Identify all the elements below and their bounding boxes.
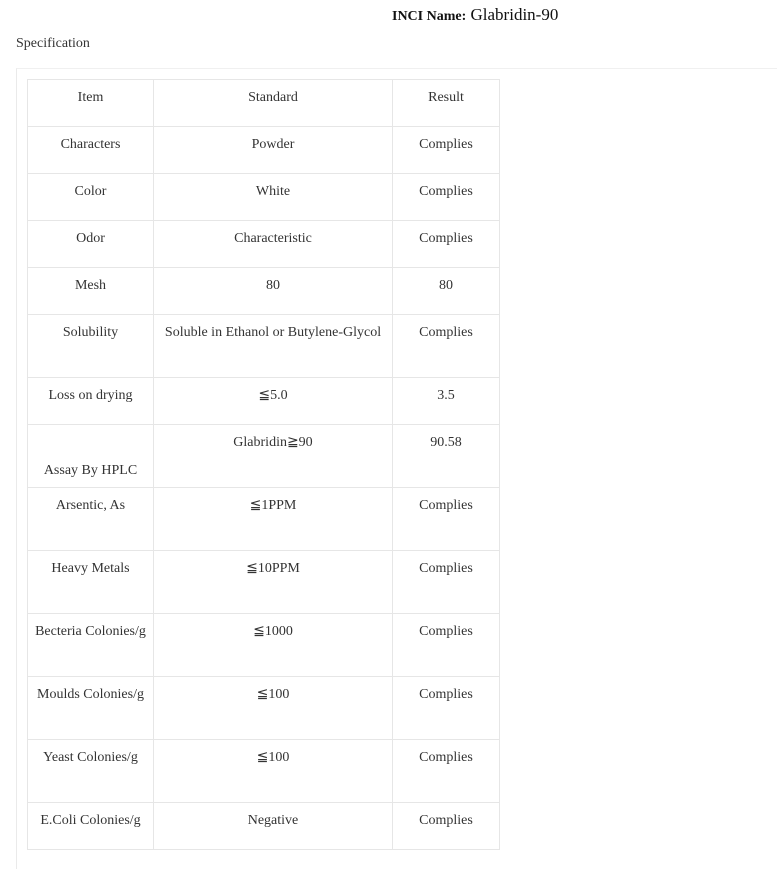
cell-result: Complies <box>392 739 500 803</box>
cell-item: Color <box>27 173 154 221</box>
table-row: E.Coli Colonies/g Negative Complies <box>27 802 500 850</box>
table-row: Moulds Colonies/g ≦100 Complies <box>27 676 500 740</box>
inci-name: INCI Name: Glabridin-90 <box>392 5 558 25</box>
cell-item: Odor <box>27 220 154 268</box>
cell-standard: ≦1000 <box>153 613 393 677</box>
inci-name-value: Glabridin-90 <box>470 5 559 24</box>
cell-standard: ≦10PPM <box>153 550 393 614</box>
cell-standard: Powder <box>153 126 393 174</box>
cell-standard: ≦100 <box>153 739 393 803</box>
cell-standard: Characteristic <box>153 220 393 268</box>
table-row: Odor Characteristic Complies <box>27 220 500 268</box>
cell-item: Characters <box>27 126 154 174</box>
column-header-standard: Standard <box>153 79 393 127</box>
cell-result: Complies <box>392 802 500 850</box>
cell-result: Complies <box>392 126 500 174</box>
table-header-row: Item Standard Result <box>27 79 500 127</box>
cell-standard: ≦5.0 <box>153 377 393 425</box>
cell-result: 90.58 <box>392 424 500 488</box>
column-header-result: Result <box>392 79 500 127</box>
cell-result: Complies <box>392 220 500 268</box>
cell-standard: Glabridin≧90 <box>153 424 393 488</box>
table-container <box>16 68 777 869</box>
cell-item: Becteria Colonies/g <box>27 613 154 677</box>
table-row: Characters Powder Complies <box>27 126 500 174</box>
table-row: Becteria Colonies/g ≦1000 Complies <box>27 613 500 677</box>
table-row: Color White Complies <box>27 173 500 221</box>
cell-item: Assay By HPLC <box>27 424 154 488</box>
table-row: Heavy Metals ≦10PPM Complies <box>27 550 500 614</box>
inci-name-label: INCI Name: <box>392 9 467 24</box>
cell-item: Heavy Metals <box>27 550 154 614</box>
cell-item: Moulds Colonies/g <box>27 676 154 740</box>
cell-result: Complies <box>392 550 500 614</box>
table-row: Arsentic, As ≦1PPM Complies <box>27 487 500 551</box>
cell-item: E.Coli Colonies/g <box>27 802 154 850</box>
cell-result: Complies <box>392 173 500 221</box>
table-row: Solubility Soluble in Ethanol or Butylene… <box>27 314 500 378</box>
cell-item: Arsentic, As <box>27 487 154 551</box>
cell-result: 80 <box>392 267 500 315</box>
cell-item: Solubility <box>27 314 154 378</box>
table-row: Yeast Colonies/g ≦100 Complies <box>27 739 500 803</box>
cell-standard: White <box>153 173 393 221</box>
cell-item: Mesh <box>27 267 154 315</box>
specification-table: Item Standard Result Characters Powder Com… <box>27 79 500 850</box>
cell-standard: ≦100 <box>153 676 393 740</box>
cell-standard: Soluble in Ethanol or Butylene-Glycol <box>153 314 393 378</box>
cell-result: Complies <box>392 613 500 677</box>
cell-result: Complies <box>392 676 500 740</box>
cell-standard: ≦1PPM <box>153 487 393 551</box>
column-header-item: Item <box>27 79 154 127</box>
cell-result: 3.5 <box>392 377 500 425</box>
section-title: Specification <box>16 36 90 51</box>
cell-result: Complies <box>392 487 500 551</box>
cell-item: Yeast Colonies/g <box>27 739 154 803</box>
cell-result: Complies <box>392 314 500 378</box>
cell-item: Loss on drying <box>27 377 154 425</box>
cell-standard: Negative <box>153 802 393 850</box>
cell-standard: 80 <box>153 267 393 315</box>
table-row: Assay By HPLC Glabridin≧90 90.58 <box>27 424 500 488</box>
table-row: Mesh 80 80 <box>27 267 500 315</box>
table-row: Loss on drying ≦5.0 3.5 <box>27 377 500 425</box>
